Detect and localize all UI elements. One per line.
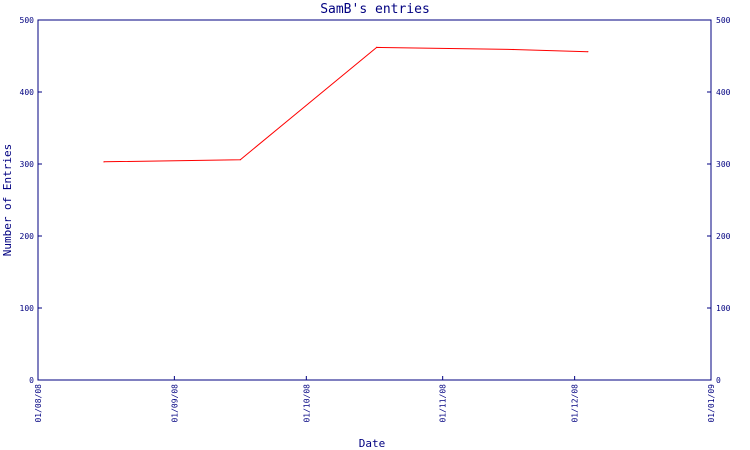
y-tick-label-right-1: 100: [716, 304, 731, 313]
y-tick-label-right-2: 200: [716, 232, 731, 241]
plot-area-frame: [37, 19, 712, 381]
x-tick-label-5: 01/01/09: [707, 384, 716, 423]
x-axis-label: Date: [359, 437, 386, 450]
y-tick-label-right-0: 0: [716, 376, 721, 385]
x-axis: 01/08/08 01/09/08 01/10/08 01/11/08 01/12/08…: [34, 376, 716, 423]
data-point-0-4: [587, 51, 589, 53]
y-tick-label-left-3: 300: [20, 160, 35, 169]
chart-title: SamB's entries: [320, 2, 430, 17]
data-point-0-1: [239, 159, 241, 161]
y-tick-label-right-4: 400: [716, 88, 731, 97]
x-tick-label-0: 01/08/08: [34, 384, 43, 423]
y-tick-label-left-2: 200: [20, 232, 35, 241]
data-point-0-3: [512, 48, 514, 51]
data-point-0-0: [103, 161, 105, 163]
series-line-0: [103, 46, 588, 163]
y-axis-right: 0 100 200 300 400 500: [707, 16, 731, 385]
y-tick-label-right-3: 300: [716, 160, 731, 169]
x-tick-label-4: 01/12/08: [571, 384, 580, 423]
series-group: [103, 46, 589, 163]
y-tick-label-left-4: 400: [20, 88, 35, 97]
data-point-0-2: [376, 46, 378, 48]
y-axis-label: Number of Entries: [1, 144, 14, 257]
y-tick-label-left-5: 500: [20, 16, 35, 25]
x-tick-label-1: 01/09/08: [170, 384, 179, 423]
x-tick-label-2: 01/10/08: [302, 384, 311, 423]
y-tick-label-left-0: 0: [29, 376, 34, 385]
y-tick-label-right-5: 500: [716, 16, 731, 25]
y-axis-left: 0 100 200 300 400 500: [20, 16, 42, 385]
y-tick-label-left-1: 100: [20, 304, 35, 313]
x-tick-label-3: 01/11/08: [439, 384, 448, 423]
